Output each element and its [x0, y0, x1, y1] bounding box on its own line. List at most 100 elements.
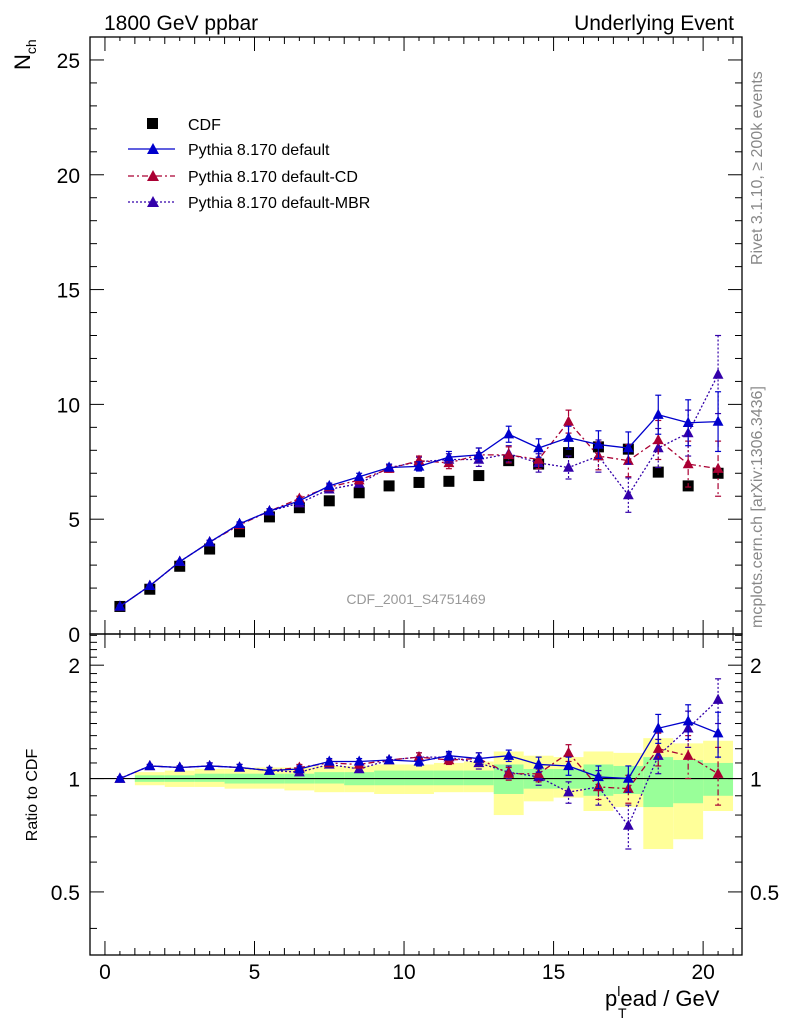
x-tick-label: 20	[691, 961, 714, 984]
y-axis-label-ratio: Ratio to CDF	[24, 749, 41, 842]
main-cdf-point	[473, 470, 485, 482]
ratio-default-point	[174, 761, 186, 772]
y-tick-label-main: 20	[57, 165, 80, 188]
ratio-band-inner	[463, 770, 494, 786]
main-default-point	[383, 461, 395, 472]
main-cdf-point	[443, 475, 455, 487]
main-default-point	[443, 451, 455, 462]
main-mbr-point	[652, 442, 664, 453]
ratio-default-point	[533, 758, 545, 769]
main-cd-point	[563, 415, 574, 426]
x-tick-label: 10	[392, 961, 415, 984]
main-default-point	[234, 517, 245, 528]
ratio-mbr-point	[712, 693, 724, 704]
y-tick-label-ratio: 2	[68, 655, 80, 678]
ratio-cd-point	[533, 767, 545, 778]
main-mbr-point	[712, 368, 724, 379]
ratio-band-inner	[194, 773, 225, 782]
ratio-mbr-point	[652, 749, 664, 760]
main-default-point	[712, 415, 724, 426]
ratio-default-point	[652, 722, 664, 733]
y-tick-label-main: 0	[68, 624, 80, 647]
ratio-default-point	[323, 755, 335, 766]
main-default-point	[204, 536, 216, 547]
main-cdf-point	[174, 560, 186, 572]
ratio-default-point	[293, 763, 305, 774]
main-default-point	[563, 431, 574, 442]
ratio-mbr-point	[622, 819, 634, 830]
main-default-point	[533, 442, 545, 453]
ratio-default-point	[353, 755, 365, 766]
legend-default-label: Pythia 8.170 default	[188, 142, 330, 159]
ratio-cd-point	[682, 749, 694, 760]
main-default-point	[622, 442, 634, 453]
ratio-default-point	[473, 752, 485, 763]
x-axis-label: plead / GeV T	[605, 983, 720, 1021]
y-axis-label-main: Nch	[10, 39, 39, 70]
ratio-band-inner	[433, 770, 464, 786]
legend-mbr-marker	[147, 196, 159, 207]
main-mbr-point	[563, 461, 574, 472]
main-default-point	[353, 470, 365, 481]
ratio-default-point	[622, 772, 634, 783]
legend-cdf-label: CDF	[188, 117, 221, 134]
ratio-default-point	[443, 749, 455, 760]
main-default-point	[293, 494, 305, 506]
y-tick-label-ratio-right: 1	[750, 769, 762, 792]
legend-cd-label: Pythia 8.170 default-CD	[188, 169, 358, 186]
ratio-default-point	[503, 749, 515, 760]
main-cd-point	[682, 458, 694, 469]
main-cdf-point	[204, 543, 216, 555]
ratio-band-inner	[314, 772, 345, 784]
svg-text:T: T	[618, 1005, 627, 1021]
legend: CDF Pythia 8.170 default Pythia 8.170 de…	[128, 117, 370, 212]
ratio-default-point	[114, 772, 126, 783]
x-tick-label: 15	[542, 961, 565, 984]
legend-default-marker	[147, 143, 159, 154]
legend-mbr-label: Pythia 8.170 default-MBR	[188, 195, 370, 212]
svg-text:Nch: Nch	[10, 39, 39, 70]
y-tick-label-ratio: 1	[68, 769, 80, 792]
ratio-default-point	[712, 727, 724, 738]
ratio-band-inner	[374, 770, 405, 786]
x-tick-label: 0	[99, 961, 111, 984]
ratio-default-point	[144, 759, 156, 771]
main-cdf-point	[234, 526, 246, 538]
ratio-cd-point	[563, 746, 574, 758]
header-left: 1800 GeV ppbar	[104, 12, 258, 35]
main-cdf-point	[563, 447, 575, 459]
ratio-default-point	[264, 764, 275, 775]
ratio-default-point	[563, 759, 574, 771]
main-cdf-point	[323, 495, 335, 507]
legend-cdf-marker	[147, 118, 158, 129]
main-cdf-point	[353, 487, 365, 499]
ratio-plot-frame	[89, 633, 743, 956]
ratio-default-point	[234, 761, 245, 772]
ratio-mbr-point	[563, 786, 574, 797]
main-default-point	[323, 479, 335, 491]
main-default-point	[593, 438, 604, 449]
main-default-point	[144, 579, 156, 590]
mcplots-label: mcplots.cern.ch [arXiv:1306.3436]	[749, 386, 766, 628]
ratio-default-point	[413, 755, 425, 766]
svg-text:plead / GeV: plead / GeV	[605, 983, 720, 1011]
main-cdf-point	[652, 466, 664, 478]
main-default-point	[114, 600, 126, 611]
main-default-point	[503, 428, 515, 439]
ratio-default-point	[383, 754, 395, 765]
y-tick-label-ratio: 0.5	[51, 882, 80, 905]
main-default-point	[174, 555, 186, 566]
ratio-cd-point	[652, 742, 664, 753]
main-cd-point	[503, 448, 515, 460]
rivet-label: Rivet 3.1.10, ≥ 200k events	[749, 71, 766, 265]
main-default-point	[264, 505, 275, 516]
ratio-cd-point	[503, 767, 515, 778]
main-cdf-point	[263, 511, 275, 523]
analysis-watermark: CDF_2001_S4751469	[346, 591, 486, 607]
y-tick-label-main: 15	[57, 280, 80, 303]
y-tick-label-ratio-right: 0.5	[750, 882, 779, 905]
main-cdf-point	[383, 480, 395, 492]
x-tick-label: 5	[249, 961, 261, 984]
ratio-band-inner	[404, 770, 434, 786]
